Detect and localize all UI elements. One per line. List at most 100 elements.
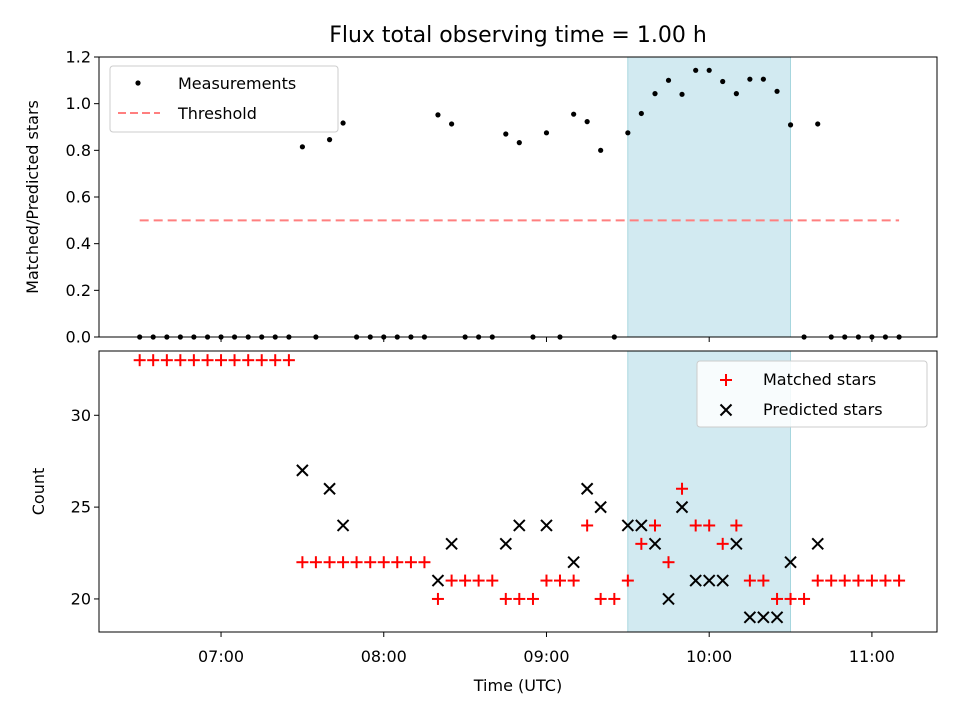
matched-star-point bbox=[608, 592, 621, 605]
matched-star-point bbox=[391, 556, 404, 569]
x-tick-label: 07:00 bbox=[198, 647, 244, 666]
x-stroke-b bbox=[594, 500, 607, 514]
measurement-point bbox=[652, 91, 658, 97]
matched-star-point bbox=[404, 556, 417, 569]
matched-star-point bbox=[865, 574, 878, 587]
measurement-point bbox=[787, 122, 794, 128]
matched-star-point bbox=[553, 574, 566, 587]
top-y-axis-label: Matched/Predicted stars bbox=[23, 100, 42, 294]
predicted-star-point bbox=[743, 611, 757, 624]
measurement-point bbox=[638, 110, 644, 117]
measurement-point bbox=[584, 119, 590, 125]
x-tick-label: 09:00 bbox=[523, 647, 569, 666]
predicted-star-point bbox=[757, 611, 770, 624]
legend-plus-marker bbox=[720, 374, 732, 386]
predicted-star-point bbox=[662, 592, 675, 606]
matched-star-point bbox=[526, 592, 539, 605]
matched-star-point bbox=[499, 592, 512, 605]
x-stroke-b bbox=[431, 574, 445, 587]
y-tick-label: 20 bbox=[71, 589, 91, 608]
chart-title: Flux total observing time = 1.00 h bbox=[329, 23, 707, 48]
predicted-star-point bbox=[648, 537, 662, 551]
predicted-star-point bbox=[770, 611, 784, 624]
measurement-point bbox=[326, 137, 333, 143]
x-stroke-b bbox=[770, 611, 784, 624]
x-axis-label: Time (UTC) bbox=[473, 676, 562, 695]
predicted-star-point bbox=[580, 482, 594, 495]
matched-star-point bbox=[825, 574, 838, 587]
matched-star-point bbox=[309, 556, 322, 569]
predicted-star-point bbox=[675, 500, 689, 514]
predicted-star-point bbox=[635, 519, 648, 532]
measurement-point bbox=[571, 111, 577, 117]
matched-star-point bbox=[784, 592, 797, 605]
matched-star-point bbox=[798, 592, 811, 605]
predicted-star-point bbox=[499, 537, 513, 551]
matched-star-point bbox=[703, 519, 716, 532]
predicted-star-point bbox=[689, 574, 702, 587]
matched-star-point bbox=[716, 537, 729, 550]
matched-star-point bbox=[323, 556, 336, 569]
x-stroke-b bbox=[675, 500, 689, 514]
x-stroke-b bbox=[811, 537, 824, 551]
bottom-y-axis-label: Count bbox=[29, 468, 48, 516]
predicted-star-point bbox=[702, 574, 716, 587]
predicted-star-points bbox=[296, 464, 824, 624]
predicted-star-point bbox=[296, 464, 309, 477]
bottom-panel: 20 25 30 07:00 08:00 09:00 10:00 11:00 Count T… bbox=[29, 350, 938, 695]
y-tick-label: 0.4 bbox=[66, 234, 91, 253]
predicted-star-point bbox=[730, 537, 743, 551]
predicted-star-point bbox=[513, 519, 526, 532]
matched-star-point bbox=[269, 354, 282, 367]
matched-star-point bbox=[893, 574, 906, 587]
measurement-point bbox=[774, 88, 780, 94]
x-stroke-b bbox=[323, 482, 336, 495]
measurement-point bbox=[435, 112, 441, 118]
matched-star-point bbox=[540, 574, 553, 587]
predicted-star-point bbox=[567, 556, 580, 569]
measurement-point bbox=[693, 67, 699, 73]
observing-window-span bbox=[627, 56, 791, 338]
top-y-ticks: 0.0 0.2 0.4 0.6 0.8 1.0 1.2 bbox=[66, 48, 99, 347]
matched-star-point bbox=[662, 556, 675, 569]
x-stroke-b bbox=[296, 464, 309, 477]
legend-measurements-marker bbox=[135, 80, 141, 86]
matched-star-point bbox=[431, 592, 444, 605]
y-tick-label: 0.8 bbox=[66, 141, 91, 160]
measurement-point bbox=[679, 91, 685, 97]
matched-star-point bbox=[364, 556, 377, 569]
legend-matched-marker bbox=[720, 374, 732, 386]
x-stroke-b bbox=[716, 574, 729, 587]
x-stroke-b bbox=[730, 537, 743, 551]
measurement-point bbox=[598, 147, 604, 153]
matched-star-point bbox=[811, 574, 824, 587]
predicted-star-point bbox=[594, 500, 607, 514]
x-stroke-b bbox=[621, 519, 635, 532]
matched-star-point bbox=[838, 574, 851, 587]
x-stroke-b bbox=[719, 403, 733, 417]
x-stroke-b bbox=[689, 574, 702, 587]
top-x-ticks bbox=[220, 337, 873, 342]
y-tick-label: 0.0 bbox=[66, 328, 91, 347]
top-panel: 0.0 0.2 0.4 0.6 0.8 1.0 1.2 Matched/Predicted … bbox=[23, 48, 938, 347]
predicted-star-point bbox=[323, 482, 336, 495]
measurement-point bbox=[516, 140, 522, 146]
x-stroke-b bbox=[757, 611, 770, 624]
legend-x-marker bbox=[719, 403, 733, 417]
measurement-point bbox=[625, 130, 631, 136]
matched-star-point bbox=[201, 354, 214, 367]
x-stroke-b bbox=[702, 574, 716, 587]
x-stroke-b bbox=[567, 556, 580, 569]
top-legend-box bbox=[109, 65, 339, 133]
matched-star-points bbox=[133, 354, 906, 605]
predicted-star-point bbox=[540, 519, 553, 532]
x-stroke-b bbox=[580, 482, 594, 495]
matched-star-point bbox=[445, 574, 458, 587]
matched-star-point bbox=[215, 354, 228, 367]
y-tick-label: 1.0 bbox=[66, 94, 91, 113]
matched-star-point bbox=[228, 354, 241, 367]
matched-star-point bbox=[459, 574, 472, 587]
matched-star-point bbox=[174, 354, 187, 367]
x-stroke-b bbox=[445, 537, 458, 551]
